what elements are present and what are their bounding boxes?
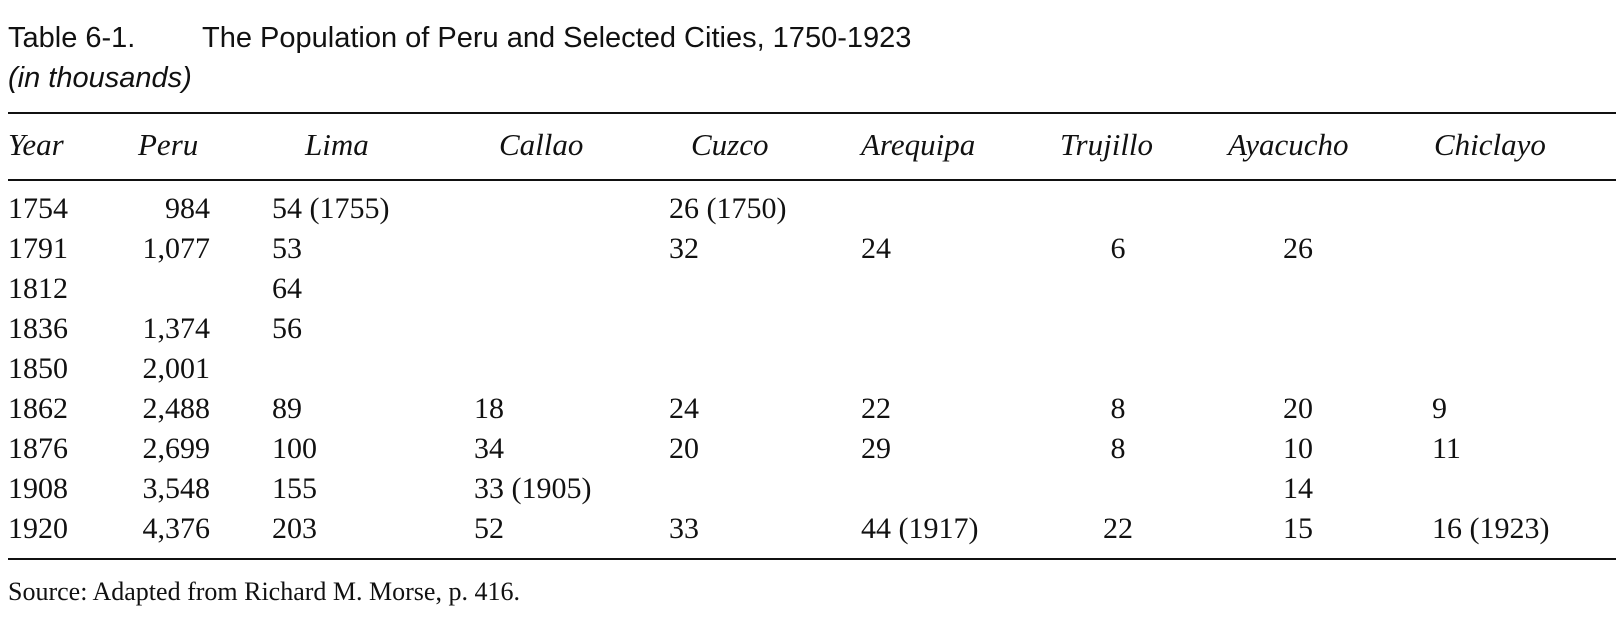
cell-peru: 984: [165, 192, 210, 225]
cell-peru: 1,077: [142, 232, 211, 265]
cell-arequipa: 44 (1917): [861, 512, 979, 545]
cell-year: 1862: [8, 392, 68, 425]
cell-arequipa: 22: [861, 392, 891, 425]
cell-callao: 34: [474, 432, 504, 465]
cell-lima: 53: [272, 232, 302, 265]
header-callao: Callao: [499, 127, 584, 162]
table-title-text: The Population of Peru and Selected Citi…: [202, 22, 912, 54]
cell-lima: 89: [272, 392, 302, 425]
header-chiclayo: Chiclayo: [1434, 127, 1546, 162]
cell-ayacucho: 26: [1283, 232, 1313, 265]
source-note: Source: Adapted from Richard M. Morse, p…: [8, 577, 520, 606]
cell-year: 1791: [8, 232, 68, 265]
table-title: Table 6-1. The Population of Peru and Sel…: [8, 20, 911, 56]
cell-callao: 33 (1905): [474, 472, 592, 505]
cell-cuzco: 26 (1750): [669, 192, 787, 225]
cell-chiclayo: 9: [1432, 392, 1447, 425]
cell-lima: 155: [272, 472, 317, 505]
cell-peru: 2,699: [142, 432, 211, 465]
cell-ayacucho: 20: [1283, 392, 1313, 425]
cell-arequipa: 24: [861, 232, 891, 265]
table-subtitle: (in thousands): [8, 62, 192, 94]
cell-lima: 100: [272, 432, 317, 465]
cell-trujillo: 8: [1110, 392, 1126, 425]
cell-peru: 3,548: [142, 472, 211, 505]
cell-lima: 64: [272, 272, 302, 305]
cell-trujillo: 8: [1110, 432, 1126, 465]
cell-peru: 4,376: [142, 512, 211, 545]
cell-lima: 56: [272, 312, 302, 345]
cell-year: 1812: [8, 272, 68, 305]
cell-trujillo: 22: [1103, 512, 1133, 545]
header-ayacucho: Ayacucho: [1228, 127, 1349, 162]
cell-peru: 1,374: [142, 312, 211, 345]
cell-cuzco: 20: [669, 432, 699, 465]
header-arequipa: Arequipa: [861, 127, 976, 162]
cell-peru: 2,001: [142, 352, 211, 385]
cell-year: 1836: [8, 312, 68, 345]
header-lima: Lima: [305, 127, 369, 162]
header-peru: Peru: [138, 127, 199, 162]
cell-cuzco: 32: [669, 232, 699, 265]
cell-trujillo: 6: [1110, 232, 1126, 265]
header-rule: [8, 179, 1616, 181]
cell-callao: 18: [474, 392, 504, 425]
cell-chiclayo: 16 (1923): [1432, 512, 1550, 545]
cell-year: 1876: [8, 432, 68, 465]
top-rule: [8, 112, 1616, 114]
cell-peru: 2,488: [142, 392, 211, 425]
table-label: Table 6-1.: [8, 22, 136, 54]
cell-year: 1754: [8, 192, 68, 225]
bottom-rule: [8, 558, 1616, 560]
cell-cuzco: 33: [669, 512, 699, 545]
cell-ayacucho: 10: [1283, 432, 1313, 465]
cell-year: 1908: [8, 472, 68, 505]
cell-year: 1850: [8, 352, 68, 385]
cell-cuzco: 24: [669, 392, 699, 425]
cell-ayacucho: 14: [1283, 472, 1313, 505]
cell-chiclayo: 11: [1432, 432, 1461, 465]
header-cuzco: Cuzco: [691, 127, 769, 162]
cell-arequipa: 29: [861, 432, 891, 465]
cell-lima: 203: [272, 512, 317, 545]
cell-lima: 54 (1755): [272, 192, 390, 225]
header-year: Year: [8, 127, 64, 162]
header-trujillo: Trujillo: [1060, 127, 1154, 162]
cell-callao: 52: [474, 512, 504, 545]
cell-ayacucho: 15: [1283, 512, 1313, 545]
cell-year: 1920: [8, 512, 68, 545]
